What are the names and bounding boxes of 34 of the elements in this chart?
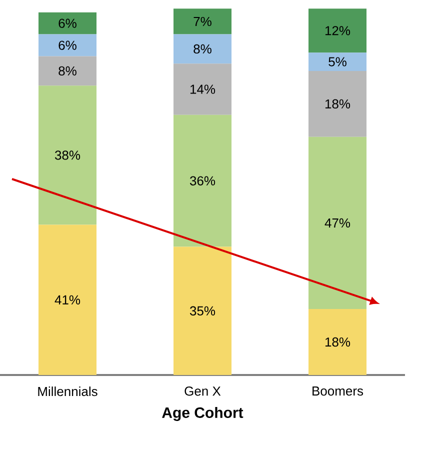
bar [38, 12, 96, 34]
data-label: 18% [325, 99, 350, 109]
data-label: 6% [58, 40, 76, 50]
bar [173, 114, 232, 247]
bar [308, 309, 366, 375]
data-label: 47% [324, 218, 350, 228]
data-label: 38% [54, 150, 80, 160]
data-label: 6% [58, 18, 76, 28]
data-label: 7% [194, 16, 212, 26]
x-tick-label: Millennials [38, 386, 98, 396]
x-tick-label: Gen X [184, 386, 221, 396]
bar [38, 56, 96, 86]
data-label: 35% [190, 306, 216, 316]
bar [38, 224, 96, 375]
bar [38, 86, 96, 225]
bar [308, 136, 366, 310]
data-label: 36% [190, 176, 216, 186]
bar [173, 64, 232, 115]
bar [308, 8, 366, 53]
x-tick-label: Boomers [312, 386, 364, 396]
data-label: 8% [194, 44, 212, 54]
data-label: 12% [325, 26, 350, 36]
data-label: 18% [325, 337, 350, 347]
x-axis-title: Age Cohort [162, 406, 244, 421]
data-label: 14% [190, 84, 216, 94]
bar [173, 246, 232, 375]
bar [38, 34, 96, 56]
data-label: 41% [54, 295, 80, 304]
data-label: 8% [58, 66, 76, 76]
bar [173, 8, 232, 34]
bar [308, 52, 366, 71]
bar [308, 70, 366, 137]
bar [173, 34, 232, 64]
data-label: 5% [328, 57, 346, 66]
